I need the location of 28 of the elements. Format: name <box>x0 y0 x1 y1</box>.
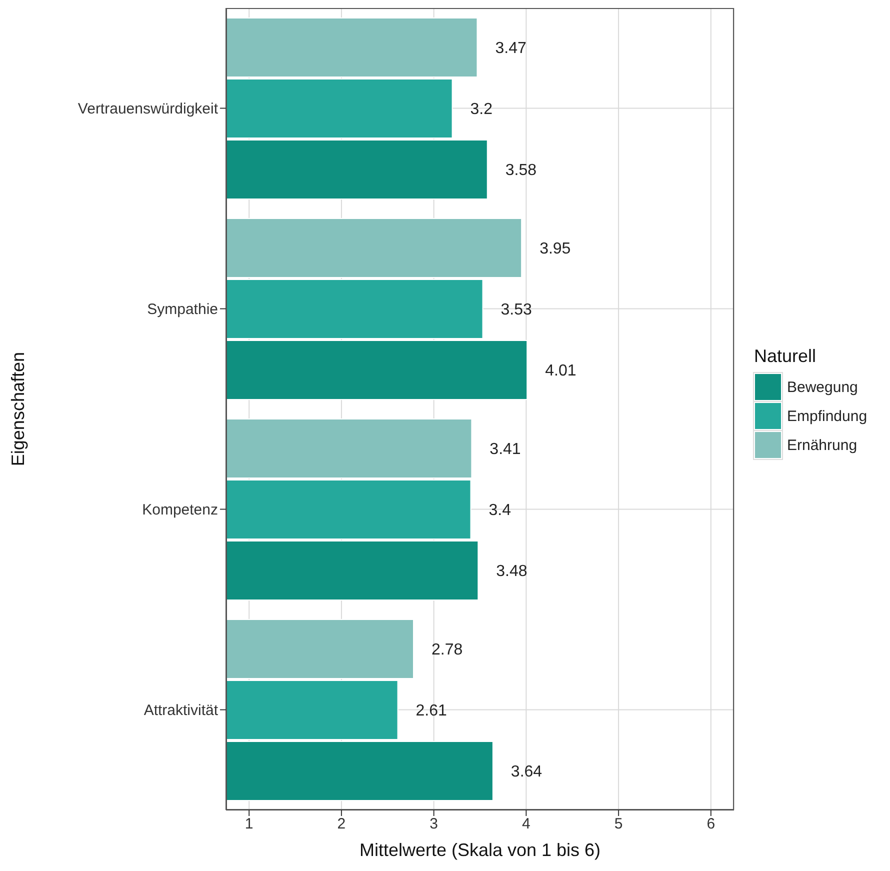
data-label: 3.47 <box>495 40 526 58</box>
data-label: 2.78 <box>432 642 463 659</box>
data-label: 3.53 <box>500 302 532 319</box>
y-tick-label: Attraktivität <box>144 702 219 720</box>
x-tick-label: 5 <box>614 816 623 833</box>
legend-title: Naturell <box>754 346 818 367</box>
x-tick-label: 3 <box>430 816 438 833</box>
x-tick-label: 6 <box>706 816 716 833</box>
y-tick-label: Sympathie <box>147 301 218 318</box>
data-label: 3.64 <box>510 764 542 781</box>
x-axis-title: Mittelwerte (Skala von 1 bis 6) <box>358 840 602 861</box>
data-label: 3.4 <box>488 502 512 520</box>
legend-label: Ernährung <box>787 436 858 454</box>
data-label: 4.01 <box>545 362 576 380</box>
data-label: 3.48 <box>496 563 528 580</box>
legend-label: Bewegung <box>787 378 858 396</box>
data-label: 3.2 <box>470 101 493 118</box>
data-label: 3.95 <box>540 240 571 258</box>
data-label: 3.41 <box>490 441 521 458</box>
x-tick-label: 2 <box>337 816 346 833</box>
y-tick-label: Kompetenz <box>142 502 218 519</box>
data-label: 2.61 <box>416 702 448 720</box>
legend-label: Empfindung <box>787 408 868 424</box>
data-label: 3.58 <box>505 162 537 180</box>
x-tick-label: 1 <box>244 816 254 833</box>
y-tick-label: Vertrauenswürdigkeit <box>78 100 219 118</box>
x-tick-label: 4 <box>522 816 530 833</box>
y-axis-title: Eigenschaften <box>8 352 29 466</box>
